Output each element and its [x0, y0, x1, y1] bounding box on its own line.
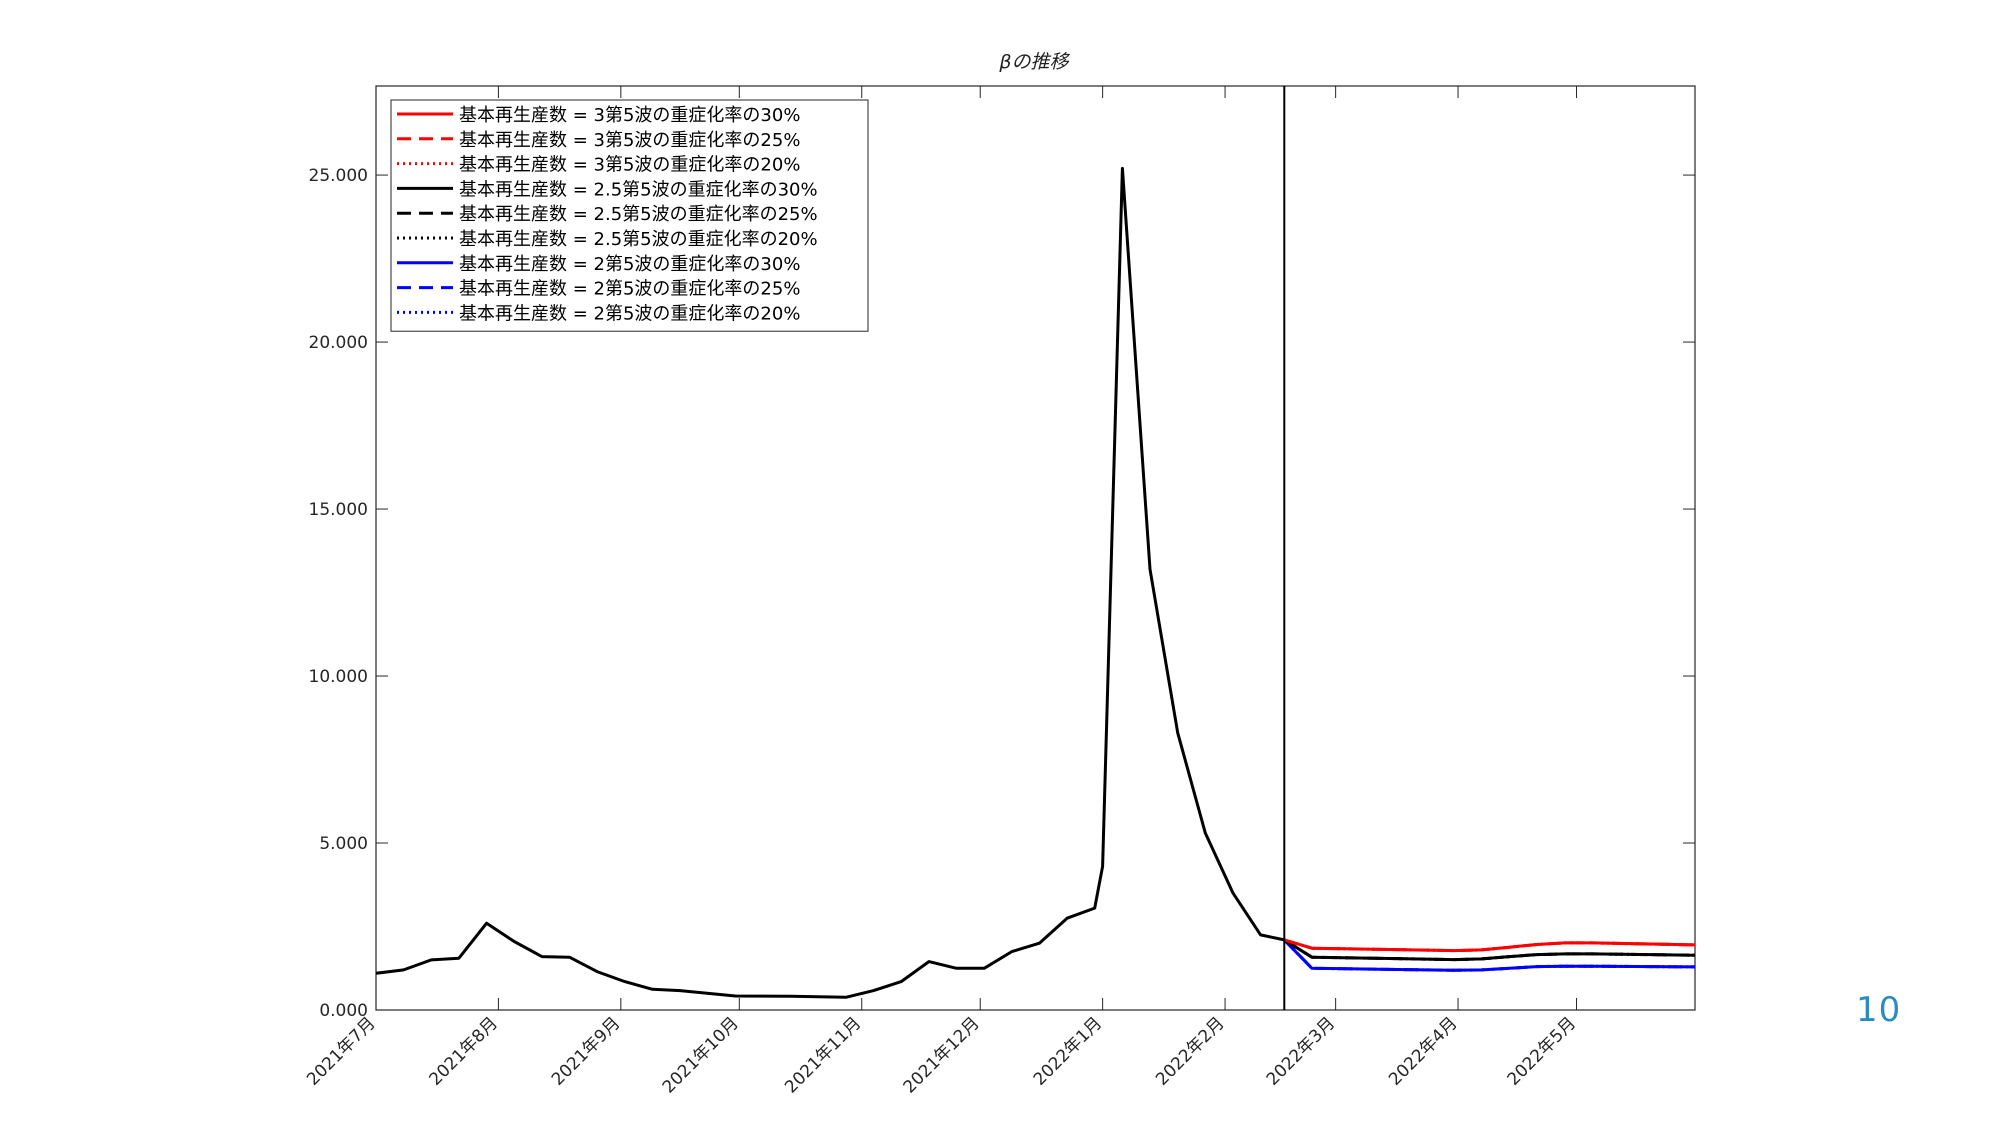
legend-label: 基本再生産数 = 2第5波の重症化率の20% — [459, 303, 800, 324]
y-tick-label: 0.000 — [319, 1001, 368, 1021]
x-tick-label: 2022年4月 — [1385, 1013, 1461, 1089]
x-tick-label: 2021年11月 — [781, 1013, 865, 1097]
x-tick-label: 2022年3月 — [1263, 1013, 1339, 1089]
forecast-series-line — [1283, 938, 1696, 953]
x-tick-label: 2021年7月 — [303, 1013, 379, 1089]
forecast-series-line — [1283, 938, 1696, 953]
plot-frame — [375, 85, 1696, 1011]
forecast-series-line — [1283, 938, 1696, 962]
x-tick-label: 2021年8月 — [426, 1013, 502, 1089]
x-tick-label: 2022年5月 — [1504, 1013, 1580, 1089]
y-tick-label: 10.000 — [309, 667, 368, 687]
legend: 基本再生産数 = 3第5波の重症化率の30% 基本再生産数 = 3第5波の重症化率… — [390, 99, 869, 332]
x-tick-label: 2021年10月 — [659, 1013, 743, 1097]
legend-label: 基本再生産数 = 3第5波の重症化率の25% — [459, 130, 800, 151]
forecast-series-line — [1283, 938, 1696, 972]
x-tick-label: 2021年9月 — [548, 1013, 624, 1089]
legend-label: 基本再生産数 = 2.5第5波の重症化率の25% — [459, 204, 818, 225]
legend-box — [390, 99, 869, 332]
x-tick-label: 2022年2月 — [1152, 1013, 1228, 1089]
legend-label: 基本再生産数 = 2第5波の重症化率の30% — [459, 254, 800, 275]
x-tick-label: 2022年1月 — [1030, 1013, 1106, 1089]
y-tick-label: 15.000 — [309, 500, 368, 520]
legend-label: 基本再生産数 = 3第5波の重症化率の20% — [459, 155, 800, 176]
x-tick-label: 2021年12月 — [900, 1013, 984, 1097]
chart-title: βの推移 — [998, 51, 1070, 73]
y-tick-label: 5.000 — [319, 834, 368, 854]
historical-series-line — [375, 166, 1285, 999]
y-tick-label: 20.000 — [309, 333, 368, 353]
y-tick-label: 25.000 — [309, 166, 368, 186]
legend-label: 基本再生産数 = 2.5第5波の重症化率の20% — [459, 229, 818, 250]
legend-label: 基本再生産数 = 2.5第5波の重症化率の30% — [459, 179, 818, 200]
legend-label: 基本再生産数 = 2第5波の重症化率の25% — [459, 279, 800, 300]
legend-label: 基本再生産数 = 3第5波の重症化率の30% — [459, 105, 800, 126]
page-number: 10 — [1856, 990, 1902, 1030]
